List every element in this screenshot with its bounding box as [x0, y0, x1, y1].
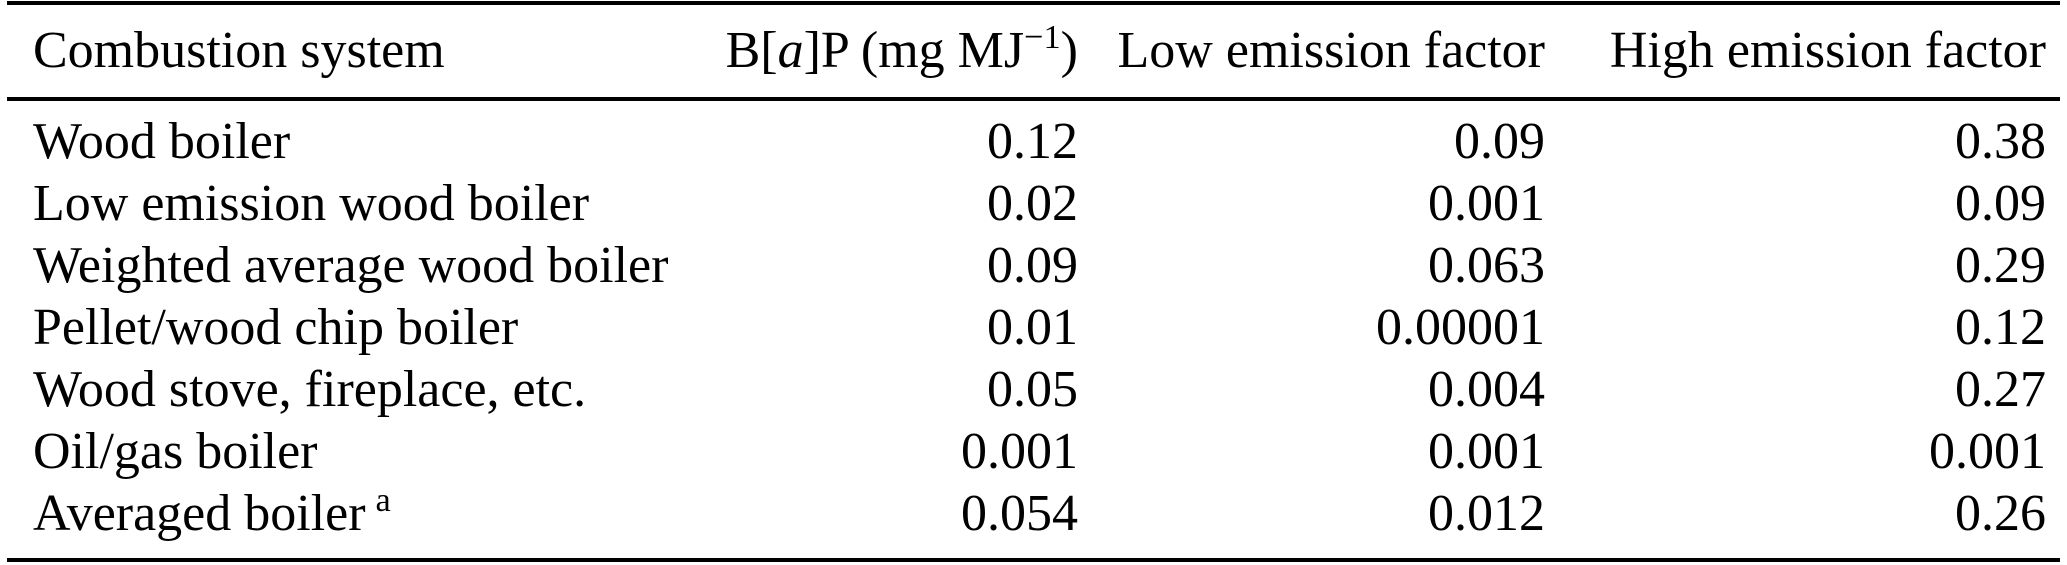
cell-system: Low emission wood boiler [33, 175, 590, 232]
column-header-high-label: High emission factor [1609, 22, 2046, 79]
table-row: Averaged boiler a 0.054 0.012 0.26 [7, 483, 2060, 545]
cell-system: Oil/gas boiler [33, 423, 318, 480]
column-header-low-label: Low emission factor [1117, 22, 1545, 79]
table-row: Pellet/wood chip boiler 0.01 0.00001 0.1… [7, 297, 2060, 359]
table-top-rule [7, 1, 2060, 5]
cell-low: 0.012 [1428, 485, 1545, 542]
cell-bap: 0.05 [987, 361, 1078, 418]
table-row: Low emission wood boiler 0.02 0.001 0.09 [7, 173, 2060, 235]
bap-exponent: −1 [1024, 18, 1061, 57]
bap-prefix: B[ [725, 22, 778, 79]
table-bottom-rule [7, 558, 2060, 562]
cell-low: 0.09 [1454, 113, 1545, 170]
cell-high: 0.001 [1929, 423, 2046, 480]
cell-system: Wood boiler [33, 113, 291, 170]
column-header-high-emission-factor: High emission factor [1559, 5, 2060, 97]
cell-bap: 0.12 [987, 113, 1078, 170]
cell-low: 0.001 [1428, 423, 1545, 480]
cell-system: Averaged boiler a [7, 483, 597, 545]
table-row: Weighted average wood boiler 0.09 0.063 … [7, 235, 2060, 297]
cell-bap: 0.001 [961, 423, 1078, 480]
cell-bap: 0.09 [987, 237, 1078, 294]
cell-low: 0.00001 [1376, 299, 1545, 356]
table-row: Oil/gas boiler 0.001 0.001 0.001 [7, 421, 2060, 483]
table-row: Wood stove, fireplace, etc. 0.05 0.004 0… [7, 359, 2060, 421]
column-header-bap: B[a]P (mg MJ−1) [597, 5, 1092, 97]
cell-system: Weighted average wood boiler [33, 237, 669, 294]
cell-system: Wood stove, fireplace, etc. [33, 361, 587, 418]
cell-system: Pellet/wood chip boiler [33, 299, 519, 356]
header-row: Combustion system B[a]P (mg MJ−1) Low em… [7, 5, 2060, 97]
column-header-combustion-system-label: Combustion system [33, 22, 445, 79]
cell-high: 0.27 [1955, 361, 2046, 418]
bap-units: ]P (mg MJ [803, 22, 1025, 79]
cell-low: 0.063 [1428, 237, 1545, 294]
cell-low: 0.001 [1428, 175, 1545, 232]
cell-high: 0.12 [1955, 299, 2046, 356]
cell-bap: 0.01 [987, 299, 1078, 356]
cell-high: 0.38 [1955, 113, 2046, 170]
table-row: Wood boiler 0.12 0.09 0.38 [7, 97, 2060, 173]
table-header-rule [7, 97, 2060, 101]
cell-high: 0.26 [1955, 485, 2046, 542]
cell-high: 0.29 [1955, 237, 2046, 294]
cell-bap: 0.02 [987, 175, 1078, 232]
bap-suffix: ) [1060, 22, 1078, 79]
footnote-marker-a: a [375, 481, 391, 520]
cell-low: 0.004 [1428, 361, 1545, 418]
column-header-combustion-system: Combustion system [7, 5, 597, 97]
bap-italic-a: a [777, 22, 804, 79]
cell-system-label: Averaged boiler [33, 485, 366, 542]
column-header-low-emission-factor: Low emission factor [1092, 5, 1559, 97]
cell-high: 0.09 [1955, 175, 2046, 232]
emission-factors-table: Combustion system B[a]P (mg MJ−1) Low em… [7, 5, 2060, 545]
cell-bap: 0.054 [961, 485, 1078, 542]
